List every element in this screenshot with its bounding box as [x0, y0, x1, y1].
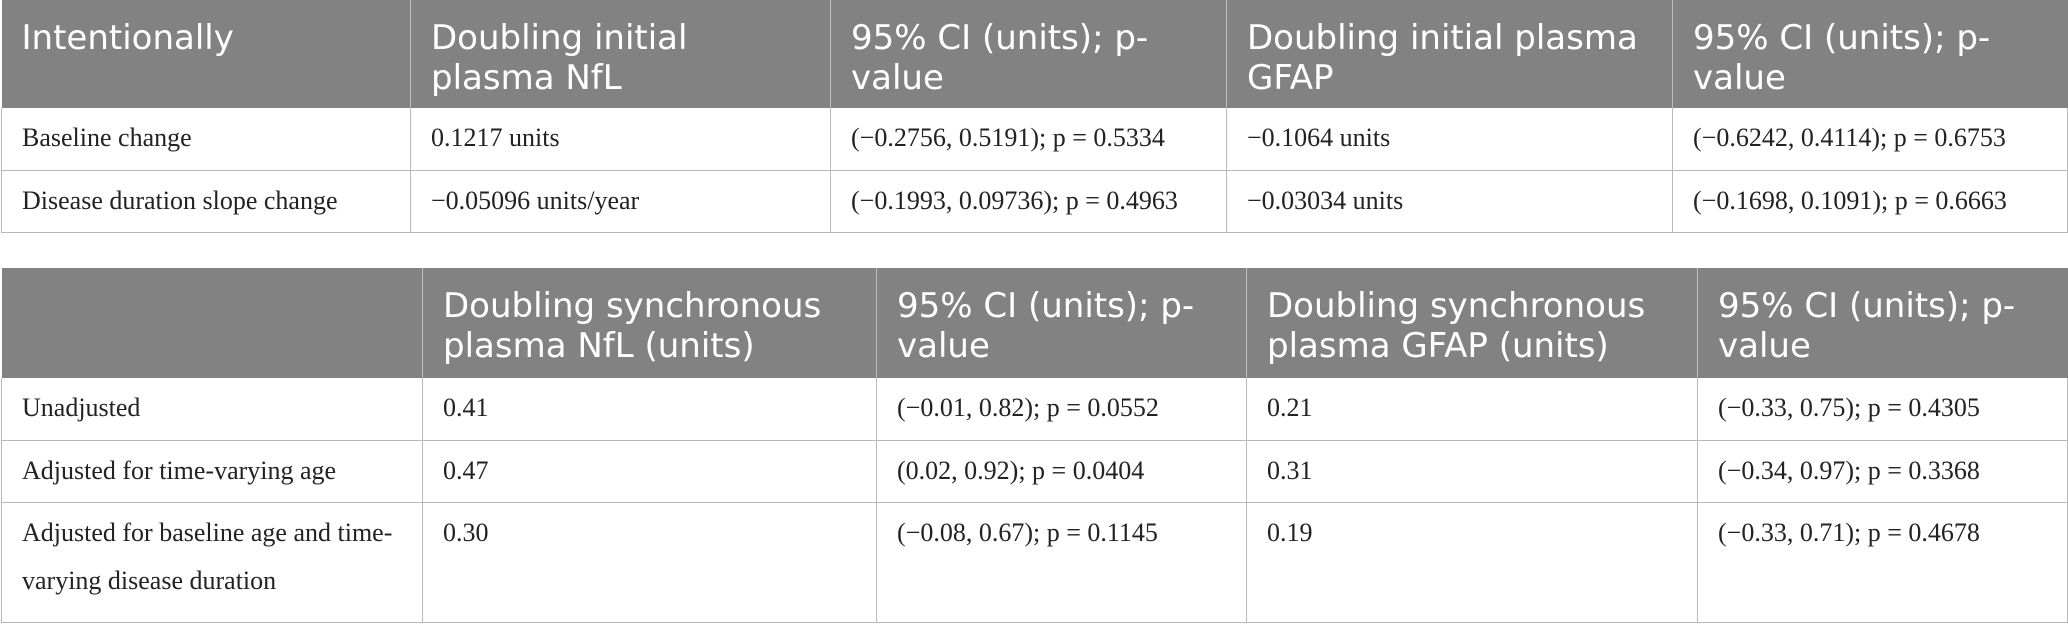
column-header: Doubling initial plasma NfL [410, 0, 831, 108]
table-row: Adjusted for time-varying age 0.47 (0.02… [1, 440, 2068, 503]
table-cell: 0.19 [1246, 502, 1698, 623]
table-cell: (−0.1698, 0.1091); p = 0.6663 [1672, 170, 2068, 233]
table-cell: (−0.6242, 0.4114); p = 0.6753 [1672, 108, 2068, 171]
table-row: Unadjusted 0.41 (−0.01, 0.82); p = 0.055… [1, 378, 2068, 441]
table-cell: 0.31 [1246, 440, 1698, 503]
table-cell: 0.47 [422, 440, 877, 503]
table-row: Baseline change 0.1217 units (−0.2756, 0… [1, 108, 2068, 171]
row-label: Baseline change [1, 108, 411, 171]
column-header: Intentionally [1, 0, 411, 108]
synchronous-biomarker-table: Doubling synchronous plasma NfL (units) … [1, 268, 2068, 623]
column-header: Doubling synchronous plasma GFAP (units) [1246, 268, 1698, 378]
column-header: 95% CI (units); p-value [1672, 0, 2068, 108]
table-row: Adjusted for baseline age and time-varyi… [1, 502, 2068, 623]
table-cell: (−0.08, 0.67); p = 0.1145 [876, 502, 1247, 623]
column-header: 95% CI (units); p-value [876, 268, 1247, 378]
row-label: Adjusted for time-varying age [1, 440, 423, 503]
column-header: 95% CI (units); p-value [830, 0, 1227, 108]
table-cell: 0.30 [422, 502, 877, 623]
table-cell: (−0.33, 0.71); p = 0.4678 [1697, 502, 2068, 623]
row-label: Adjusted for baseline age and time-varyi… [1, 502, 423, 623]
table-header-row: Doubling synchronous plasma NfL (units) … [1, 268, 2068, 378]
column-header [1, 268, 423, 378]
table-cell: 0.21 [1246, 378, 1698, 441]
table-cell: (−0.33, 0.75); p = 0.4305 [1697, 378, 2068, 441]
table-cell: (−0.01, 0.82); p = 0.0552 [876, 378, 1247, 441]
row-label: Disease duration slope change [1, 170, 411, 233]
column-header: 95% CI (units); p-value [1697, 268, 2068, 378]
table-cell: 0.41 [422, 378, 877, 441]
table-cell: (−0.34, 0.97); p = 0.3368 [1697, 440, 2068, 503]
table-cell: (−0.2756, 0.5191); p = 0.5334 [830, 108, 1227, 171]
table-cell: (−0.1993, 0.09736); p = 0.4963 [830, 170, 1227, 233]
row-label: Unadjusted [1, 378, 423, 441]
table-cell: −0.1064 units [1226, 108, 1673, 171]
initial-biomarker-table: Intentionally Doubling initial plasma Nf… [1, 0, 2068, 233]
table-header-row: Intentionally Doubling initial plasma Nf… [1, 0, 2068, 108]
table-cell: −0.05096 units/year [410, 170, 831, 233]
table-cell: −0.03034 units [1226, 170, 1673, 233]
column-header: Doubling synchronous plasma NfL (units) [422, 268, 877, 378]
column-header: Doubling initial plasma GFAP [1226, 0, 1673, 108]
table-row: Disease duration slope change −0.05096 u… [1, 170, 2068, 233]
table-cell: (0.02, 0.92); p = 0.0404 [876, 440, 1247, 503]
table-cell: 0.1217 units [410, 108, 831, 171]
